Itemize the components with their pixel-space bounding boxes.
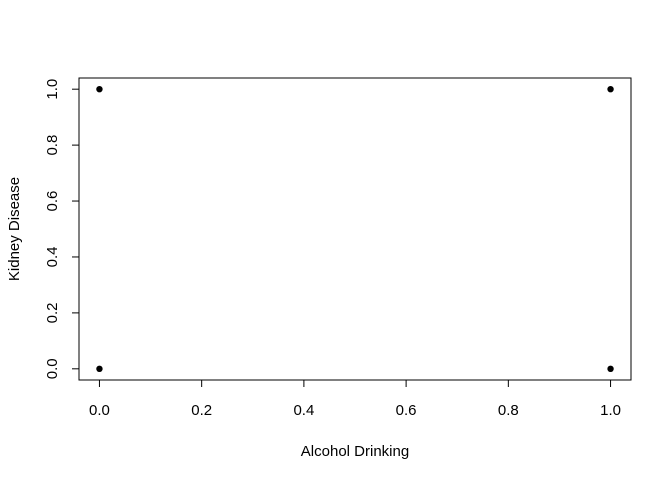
data-points <box>96 85 614 373</box>
y-axis: 0.0 0.2 0.4 0.6 0.8 1.0 <box>44 79 80 379</box>
x-tick-label: 0.4 <box>293 402 314 419</box>
y-tick-label: 0.4 <box>44 247 61 268</box>
x-tick-label: 0.0 <box>89 402 110 419</box>
y-tick-label: 0.8 <box>44 135 61 156</box>
x-axis: 0.0 0.2 0.4 0.6 0.8 1.0 <box>89 379 621 419</box>
plot-box <box>78 77 632 381</box>
x-tick-label: 0.2 <box>191 402 212 419</box>
x-tick-label: 0.6 <box>396 402 417 419</box>
data-point <box>96 85 103 93</box>
x-tick-label: 0.8 <box>498 402 519 419</box>
y-tick-label: 0.2 <box>44 302 61 323</box>
x-axis-label: Alcohol Drinking <box>301 443 409 460</box>
data-point <box>96 365 103 373</box>
y-axis-label: Kidney Disease <box>6 177 23 281</box>
y-tick-label: 1.0 <box>44 79 61 100</box>
data-point <box>607 85 614 93</box>
x-tick-label: 1.0 <box>600 402 621 419</box>
y-tick-label: 0.0 <box>44 358 61 379</box>
data-point <box>607 365 614 373</box>
y-tick-label: 0.6 <box>44 191 61 212</box>
